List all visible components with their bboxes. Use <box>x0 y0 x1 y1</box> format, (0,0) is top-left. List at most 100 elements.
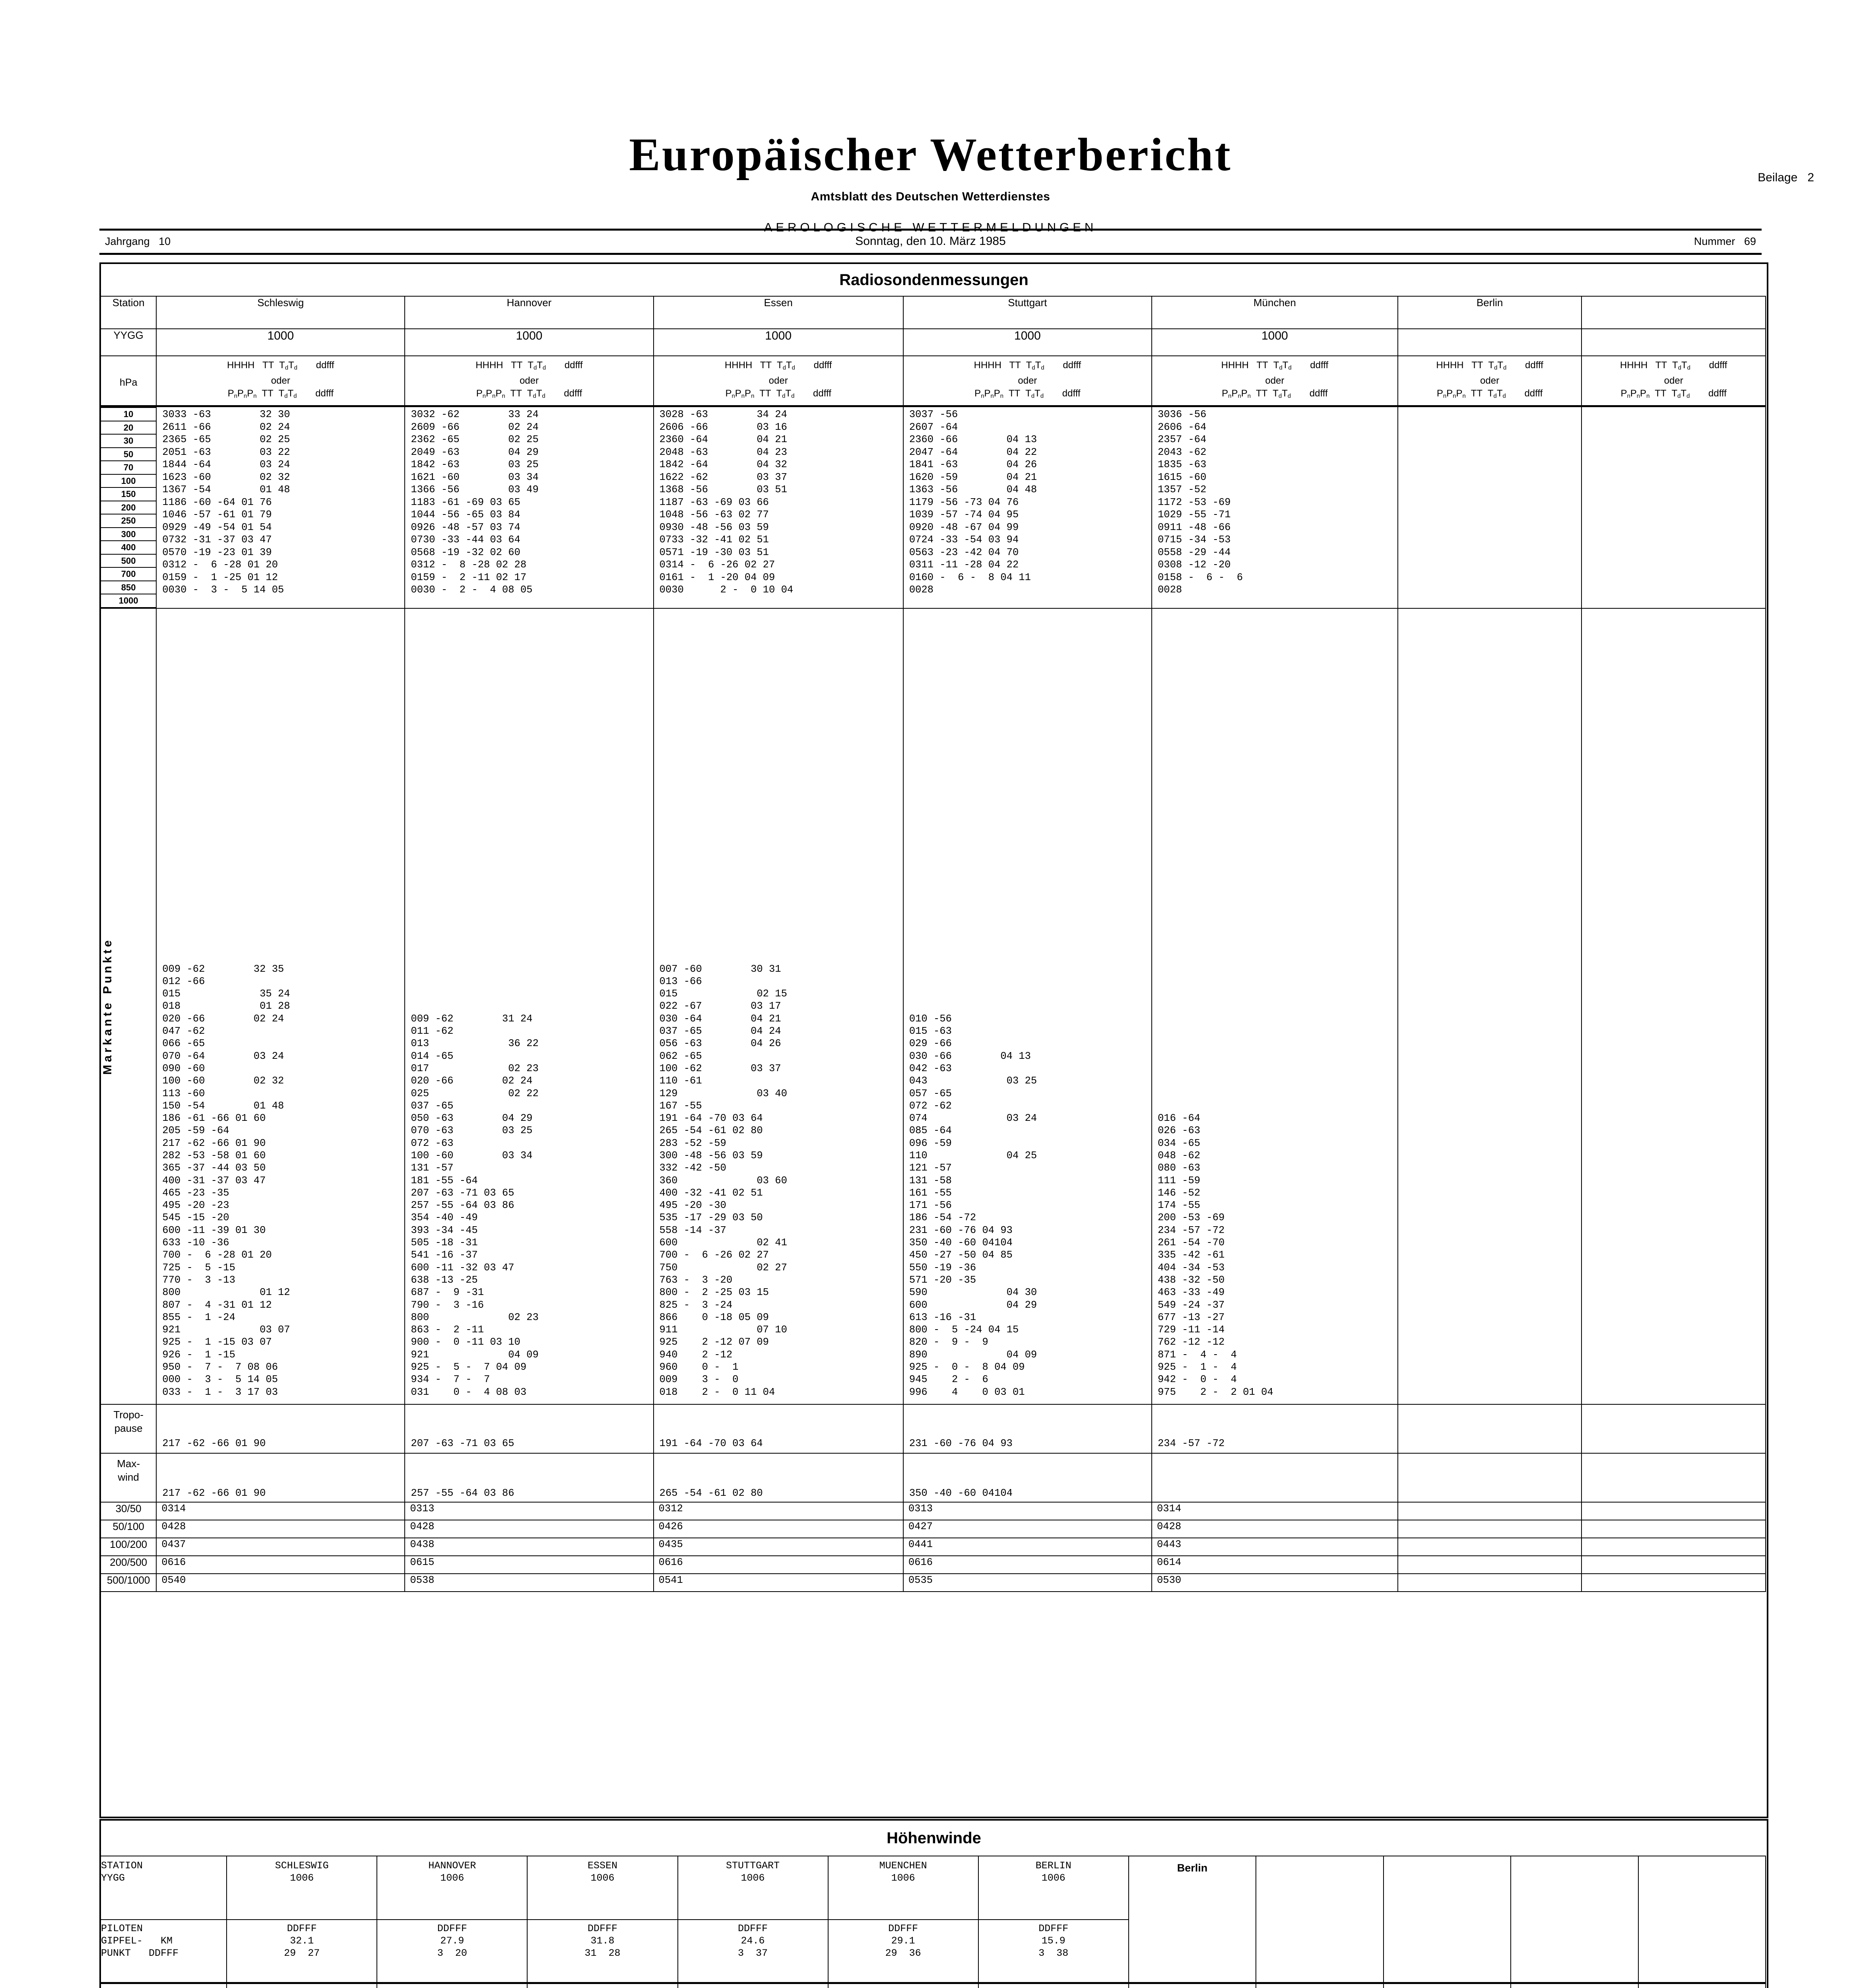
hoehenwinde-gipfel-ddfff-5: 3 38 <box>1038 1947 1069 1959</box>
radiosonde-layer-0-col-1: 0313 <box>404 1501 654 1520</box>
radiosonde-section: Radiosondenmessungen Station Schleswig Han… <box>99 262 1768 1818</box>
hoehenwinde-station-yygg-3: 1006 <box>741 1872 765 1884</box>
hoehenwinde-ddfff-label-1: DDFFF <box>437 1923 467 1934</box>
radiosonde-tropopause-6 <box>1581 1404 1766 1454</box>
radiosonde-columnheader-row: hPa HHHH TT TdTd ddfff oder PnPnPn TT TdT… <box>100 355 1766 408</box>
radiosonde-maxwind-2: 265 -54 -61 02 80 <box>653 1452 904 1503</box>
radiosonde-layer-3-col-6 <box>1581 1555 1766 1574</box>
hoehenwinde-empty-col-3 <box>1510 1856 1639 1984</box>
radiosonde-yygg-1: 1000 <box>404 328 654 356</box>
hoehenwinde-station-name-1: HANNOVER <box>428 1860 476 1872</box>
radiosonde-layer-4-col-2: 0541 <box>653 1573 904 1592</box>
radiosonde-station-header-5: Berlin <box>1397 296 1582 329</box>
level-label-1000: 1000 <box>101 594 156 608</box>
radiosonde-markante-3: 010 -56 015 -63 029 -66 030 -66 04 13 04… <box>902 608 1152 1405</box>
hoehenwinde-ddfff-label-0: DDFFF <box>287 1923 317 1934</box>
radiosonde-colheader-1: HHHH TT TdTd ddfff oder PnPnPn TT TdTd d… <box>404 355 654 408</box>
hoehenwinde-station-header-0: SCHLESWIG 1006 <box>226 1856 378 1920</box>
radiosonde-standard-3: 3037 -56 2607 -64 2360 -66 04 13 2047 -6… <box>902 406 1152 609</box>
beilage-label: Beilage <box>1758 171 1798 184</box>
level-label-700: 700 <box>101 568 156 581</box>
hoehenwinde-berlin-data <box>1128 1982 1257 1988</box>
radiosonde-layer-1-col-0: 0428 <box>156 1519 406 1538</box>
radiosonde-layer-3-col-3: 0616 <box>902 1555 1152 1574</box>
radiosonde-colheader-3: HHHH TT TdTd ddfff oder PnPnPn TT TdTd d… <box>902 355 1152 408</box>
issue-volume: Jahrgang 10 <box>105 235 171 248</box>
radiosonde-layer-1-col-3: 0427 <box>902 1519 1152 1538</box>
issue-bar: Jahrgang 10 Sonntag, den 10. März 1985 N… <box>99 229 1762 255</box>
radiosonde-colheader-4: HHHH TT TdTd ddfff oder PnPnPn TT TdTd d… <box>1151 355 1398 408</box>
issue-number: Nummer 69 <box>1694 235 1756 248</box>
radiosonde-layer-row-0: 30/50 0314 0313 0312 0313 0314 <box>100 1501 1766 1520</box>
issue-number-label: Nummer <box>1694 235 1735 247</box>
hoehenwinde-ddfff-label-5: DDFFF <box>1038 1923 1069 1934</box>
masthead-subtitle: Amtsblatt des Deutschen Wetterdienstes <box>811 190 1050 203</box>
radiosonde-standard-4: 3036 -56 2606 -64 2357 -64 2043 -62 1835… <box>1151 406 1398 609</box>
level-label-850: 850 <box>101 581 156 595</box>
hoehenwinde-station-name-3: STUTTGART <box>726 1860 780 1872</box>
radiosonde-station-header-2: Essen <box>653 296 904 329</box>
radiosonde-layer-4-col-4: 0530 <box>1151 1573 1398 1592</box>
hoehenwinde-empty-col-1 <box>1256 1856 1384 1984</box>
radiosonde-markante-5 <box>1397 608 1582 1405</box>
markante-label-text: Markante Punkte <box>101 938 114 1075</box>
radiosonde-layer-3-col-5 <box>1397 1555 1582 1574</box>
altitude-column: 30.926.423.720.718.315.913.512.010.59.07… <box>100 1982 227 1988</box>
radiosonde-table: Station Schleswig Hannover Essen Stuttgart Mü… <box>100 296 1766 1592</box>
radiosonde-layer-0-col-2: 0312 <box>653 1501 904 1520</box>
hoehenwinde-station-name-2: ESSEN <box>587 1860 617 1872</box>
radiosonde-layer-1-col-1: 0428 <box>404 1519 654 1538</box>
radiosonde-standard-row: 10 20 30 50 70 100 150 200 250 300 400 500 700 850 100… <box>100 406 1766 609</box>
hoehenwinde-empty-data-1 <box>1256 1982 1384 1988</box>
radiosonde-tropopause-1: 207 -63 -71 03 65 <box>404 1404 654 1454</box>
level-label-column: 10 20 30 50 70 100 150 200 250 300 400 500 700 850 100… <box>100 406 157 609</box>
issue-number-value: 69 <box>1744 235 1756 247</box>
radiosonde-tropopause-2: 191 -64 -70 03 64 <box>653 1404 904 1454</box>
radiosonde-layer-1-col-2: 0426 <box>653 1519 904 1538</box>
radiosonde-layer-1-col-5 <box>1397 1519 1582 1538</box>
radiosonde-tropopause-3: 231 -60 -76 04 93 <box>902 1404 1152 1454</box>
masthead-section-title: AEROLOGISCHE WETTERMELDUNGEN <box>764 220 1097 234</box>
radiosonde-layer-2-col-4: 0443 <box>1151 1537 1398 1556</box>
radiosonde-markante-2: 007 -60 30 31 013 -66 015 02 15 022 -67 … <box>653 608 904 1405</box>
row-label-hpa: hPa <box>100 355 157 408</box>
level-label-50: 50 <box>101 448 156 462</box>
hoehenwinde-gipfel-km-0: 32.1 <box>290 1935 314 1947</box>
radiosonde-layer-0-col-3: 0313 <box>902 1501 1152 1520</box>
radiosonde-colheader-2: HHHH TT TdTd ddfff oder PnPnPn TT TdTd d… <box>653 355 904 408</box>
issue-date: Sonntag, den 10. März 1985 <box>855 235 1006 248</box>
radiosonde-colheader-0: HHHH TT TdTd ddfff oder PnPnPn TT TdTd d… <box>156 355 406 408</box>
hoehenwinde-yygg-label: YYGG <box>101 1872 125 1884</box>
radiosonde-markante-6 <box>1581 608 1766 1405</box>
radiosonde-colheader-6: HHHH TT TdTd ddfff oder PnPnPn TT TdTd d… <box>1581 355 1766 408</box>
radiosonde-layer-2-col-6 <box>1581 1537 1766 1556</box>
radiosonde-markante-0: 009 -62 32 35 012 -66 015 35 24 018 01 2… <box>156 608 406 1405</box>
hoehenwinde-gipfel-ddfff-1: 3 20 <box>437 1947 467 1959</box>
radiosonde-layer-row-1: 50/100 0428 0428 0426 0427 0428 <box>100 1519 1766 1538</box>
hoehenwinde-gipfel-1: DDFFF 27.9 3 20 <box>376 1919 528 1984</box>
radiosonde-maxwind-1: 257 -55 -64 03 86 <box>404 1452 654 1503</box>
layer-label-1: 50/100 <box>100 1519 157 1538</box>
hoehenwinde-station-header-3: STUTTGART 1006 <box>677 1856 829 1920</box>
hoehenwinde-gipfel-km-5: 15.9 <box>1041 1935 1065 1947</box>
radiosonde-yygg-3: 1000 <box>902 328 1152 356</box>
hoehenwinde-empty-data-3 <box>1510 1982 1639 1988</box>
radiosonde-layer-3-col-2: 0616 <box>653 1555 904 1574</box>
radiosonde-station-header-1: Hannover <box>404 296 654 329</box>
hoehenwinde-gipfel-3: DDFFF 24.6 3 37 <box>677 1919 829 1984</box>
radiosonde-layer-3-col-1: 0615 <box>404 1555 654 1574</box>
row-label-maxwind: Max-wind <box>100 1452 157 1503</box>
layer-label-4: 500/1000 <box>100 1573 157 1592</box>
radiosonde-layer-1-col-6 <box>1581 1519 1766 1538</box>
hoehenwinde-wind-col-2: 32 272 233 243 203 284 363 532 743 723 5… <box>527 1982 678 1988</box>
radiosonde-maxwind-0: 217 -62 -66 01 90 <box>156 1452 406 1503</box>
radiosonde-yygg-0: 1000 <box>156 328 406 356</box>
hoehenwinde-extra-berlin: Berlin <box>1128 1856 1257 1984</box>
radiosonde-colheader-5: HHHH TT TdTd ddfff oder PnPnPn TT TdTd d… <box>1397 355 1582 408</box>
level-label-100: 100 <box>101 475 156 488</box>
radiosonde-station-header-3: Stuttgart <box>902 296 1152 329</box>
hoehenwinde-band-title: Höhenwinde <box>887 1829 981 1847</box>
hoehenwinde-station-header-1: HANNOVER 1006 <box>376 1856 528 1920</box>
radiosonde-markante-4: 016 -64 026 -63 034 -65 048 -62 080 -63 … <box>1151 608 1398 1405</box>
